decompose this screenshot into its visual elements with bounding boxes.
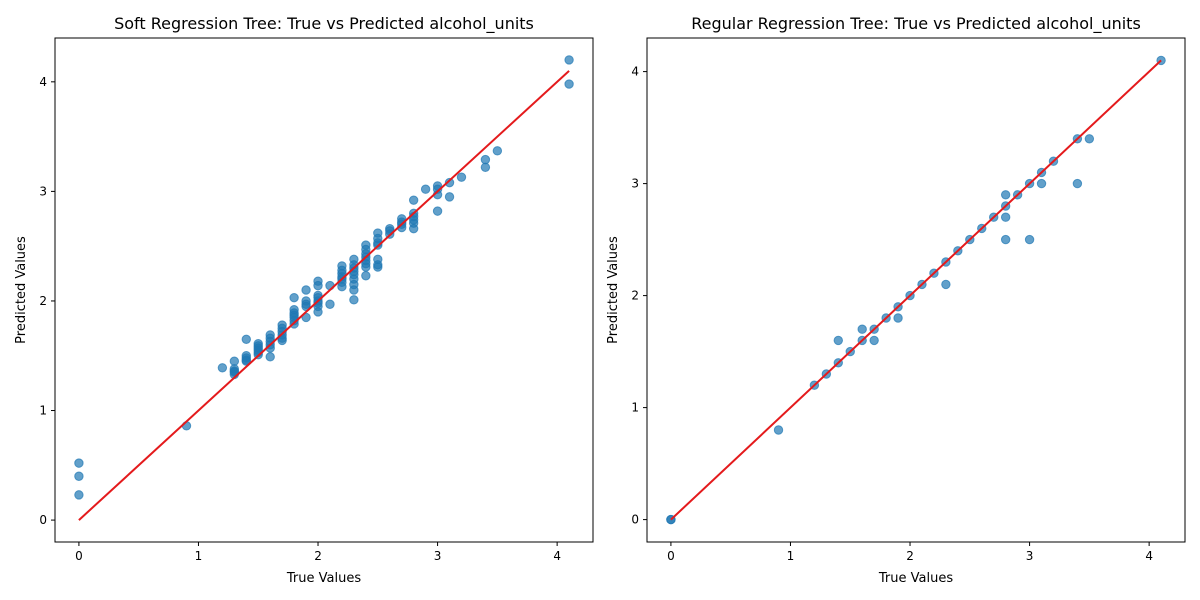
scatter-point — [277, 335, 287, 346]
regular-tree-chart: 0 1 2 3 4 0 1 2 3 4 Regular Regression Tree: True … — [606, 14, 1186, 586]
x-tick-label: 2 — [314, 549, 322, 563]
chart-title: Soft Regression Tree: True vs Predicted … — [114, 14, 534, 34]
scatter-point — [1000, 234, 1011, 245]
scatter-point — [564, 79, 574, 89]
x-tick-label: 1 — [787, 549, 795, 563]
soft-tree-chart: 0 1 2 3 4 0 1 2 3 4 Soft Regression Tree: True vs … — [14, 14, 594, 586]
scatter-point — [420, 184, 431, 194]
scatter-point — [265, 352, 275, 362]
scatter-point — [456, 172, 467, 182]
scatter-point — [373, 262, 383, 272]
scatter-point — [289, 292, 299, 303]
scatter-point — [74, 471, 84, 481]
x-tick-label: 2 — [906, 549, 914, 563]
y-tick-label: 1 — [39, 404, 47, 418]
scatter-point — [74, 458, 84, 468]
y-tick-label: 4 — [39, 75, 47, 89]
scatter-point — [444, 177, 455, 188]
x-tick-label: 4 — [1145, 549, 1153, 563]
scatter-point — [408, 223, 419, 234]
scatter-point — [361, 271, 371, 281]
reference-line — [78, 70, 570, 521]
scatter-point — [325, 299, 335, 309]
x-tick-label: 3 — [434, 549, 442, 563]
scatter-point — [564, 55, 574, 65]
y-tick-label: 0 — [631, 513, 639, 527]
scatter-point — [361, 262, 371, 272]
scatter-point — [869, 335, 879, 346]
scatter-point — [773, 425, 784, 435]
x-tick-label: 1 — [195, 549, 203, 563]
scatter-point — [893, 313, 903, 323]
scatter-point — [857, 324, 867, 334]
scatter-point — [349, 285, 359, 295]
x-tick-label: 0 — [667, 549, 675, 563]
scatter-point — [1000, 212, 1011, 222]
scatter-point — [301, 285, 311, 295]
scatter-point — [480, 162, 491, 172]
plot-area-frame — [646, 37, 1186, 543]
x-tick-label: 4 — [553, 549, 561, 563]
scatter-point — [313, 307, 323, 317]
x-tick-label: 0 — [75, 549, 83, 563]
scatter-point — [1036, 178, 1047, 189]
reference-line — [670, 59, 1162, 521]
scatter-point — [241, 334, 251, 345]
scatter-point — [941, 279, 951, 290]
scatter-point — [313, 280, 323, 291]
scatter-point — [492, 146, 503, 156]
scatter-point — [74, 490, 84, 500]
scatter-point — [1072, 178, 1083, 189]
scatter-point — [1024, 234, 1035, 245]
y-tick-label: 4 — [631, 65, 639, 79]
scatter-point — [1000, 190, 1011, 200]
y-tick-label: 2 — [631, 289, 639, 303]
chart-title: Regular Regression Tree: True vs Predict… — [691, 14, 1141, 34]
scatter-point — [337, 282, 347, 292]
y-tick-label: 3 — [631, 177, 639, 191]
plot-area-frame — [54, 37, 594, 543]
y-tick-label: 0 — [39, 513, 47, 527]
scatter-point — [1084, 134, 1095, 144]
y-tick-label: 2 — [39, 294, 47, 308]
y-tick-label: 1 — [631, 401, 639, 415]
scatter-point — [432, 206, 443, 216]
scatter-point — [444, 192, 455, 202]
x-axis-label: True Values — [878, 571, 953, 586]
x-tick-label: 3 — [1026, 549, 1034, 563]
scatter-point — [229, 356, 240, 366]
scatter-point — [408, 195, 419, 205]
y-tick-label: 3 — [39, 184, 47, 198]
y-axis-label: Predicted Values — [606, 236, 621, 344]
scatter-point — [833, 335, 843, 346]
scatter-point — [217, 363, 228, 373]
x-axis-label: True Values — [286, 571, 361, 586]
scatter-point — [349, 295, 359, 305]
y-axis-label: Predicted Values — [14, 236, 29, 344]
scatter-point — [480, 154, 491, 165]
